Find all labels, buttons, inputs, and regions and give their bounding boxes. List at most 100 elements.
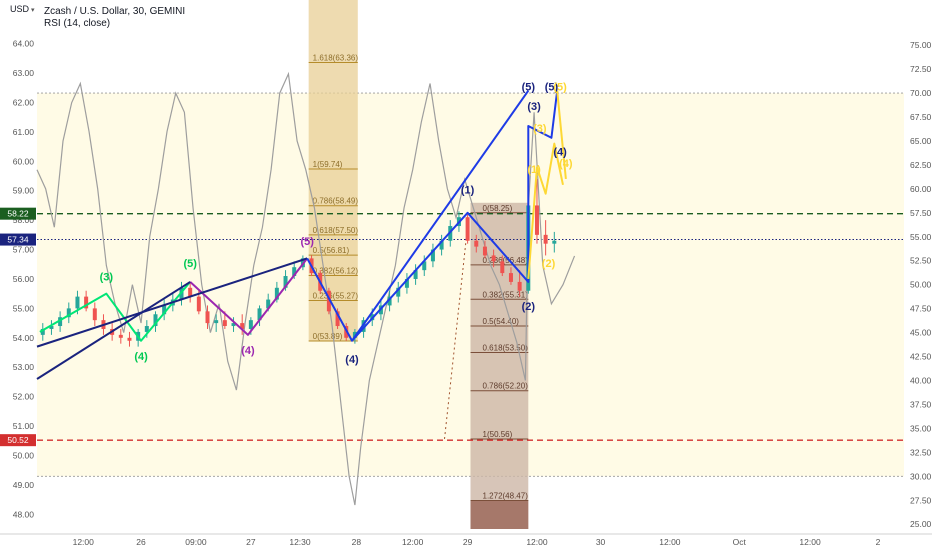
fib-level-label: 0.786(52.20): [483, 382, 529, 391]
candle-body: [127, 337, 132, 341]
elliott-wave-lines: [36, 90, 567, 380]
right-axis-tick: 65.00: [910, 136, 932, 146]
wave-line: [36, 257, 308, 348]
candle: [396, 281, 401, 303]
candle-body: [283, 276, 288, 288]
candle-body: [222, 320, 227, 327]
fib-level-label: 0.5(56.81): [313, 246, 350, 255]
candle: [552, 231, 557, 253]
wave-label: (5): [183, 258, 197, 270]
left-axis-tick: 59.00: [13, 186, 35, 196]
candle-body: [58, 317, 63, 327]
candle-body: [292, 267, 297, 277]
fib-level-label: 0.382(56.12): [313, 266, 359, 275]
wave-label: (2): [522, 301, 536, 313]
right-axis-tick: 30.00: [910, 471, 932, 481]
price-tag-label: 50.52: [7, 435, 29, 445]
left-axis-tick: 53.00: [13, 362, 35, 372]
candle: [543, 220, 548, 256]
candle: [214, 314, 219, 332]
left-axis-tick: 50.00: [13, 450, 35, 460]
wave-label: (5): [545, 82, 559, 94]
wave-label: (3): [533, 123, 547, 135]
fib-level-label: 1.618(63.36): [313, 53, 359, 62]
left-axis-tick: 48.00: [13, 509, 35, 519]
candle: [205, 305, 210, 329]
fib-level-label: 0(53.89): [313, 332, 343, 341]
candle: [92, 302, 97, 327]
candle-body: [196, 296, 201, 312]
left-axis-tick: 63.00: [13, 68, 35, 78]
candle-body: [439, 240, 444, 250]
fib-level-label: 0.5(54.40): [483, 317, 520, 326]
wave-label: (2): [542, 258, 556, 270]
candle: [118, 328, 123, 344]
candle-body: [240, 323, 245, 329]
left-axis-tick: 52.00: [13, 392, 35, 402]
right-axis-tick: 47.50: [910, 304, 932, 314]
candle-body: [422, 261, 427, 271]
candle-body: [534, 205, 539, 235]
candle-body: [188, 287, 193, 297]
candle-body: [92, 308, 97, 321]
x-axis-tick: 12:00: [526, 537, 548, 547]
candle: [404, 273, 409, 294]
right-axis-tick: 75.00: [910, 40, 932, 50]
price-tag-label: 58.22: [7, 209, 29, 219]
candle-body: [84, 296, 89, 309]
fib-level-label: 1(59.74): [313, 160, 343, 169]
left-axis-tick: 61.00: [13, 127, 35, 137]
wave-label: (3): [100, 271, 114, 283]
left-axis-tick: 62.00: [13, 97, 35, 107]
price-tag-box: [0, 434, 36, 447]
wave-label: (5): [553, 82, 567, 94]
candle: [153, 311, 158, 332]
x-axis-tick: 28: [352, 537, 362, 547]
x-axis-tick: 27: [246, 537, 256, 547]
candle-body: [396, 287, 401, 297]
candle: [257, 305, 262, 327]
unit-badge[interactable]: USD ▾: [10, 4, 35, 14]
wave-line: [556, 90, 567, 180]
wave-line: [39, 281, 191, 342]
right-axis-tick: 52.50: [910, 256, 932, 266]
x-axis-tick: Oct: [733, 537, 747, 547]
fib-zones: 1.618(63.36) 1(59.74) 0.786(58.49) 0.618(57…: [308, 0, 529, 529]
right-axis-tick: 32.50: [910, 447, 932, 457]
wave-label: (4): [241, 345, 255, 357]
right-axis-tick: 45.00: [910, 328, 932, 338]
wave-label: (5): [522, 82, 536, 94]
candle-body: [430, 249, 435, 262]
right-axis-tick: 42.50: [910, 352, 932, 362]
candle-body: [118, 334, 123, 338]
right-axis-tick: 50.00: [910, 280, 932, 290]
candle: [482, 240, 487, 259]
candle-body: [352, 331, 357, 338]
wave-label: (5): [300, 236, 314, 248]
candle-body: [214, 320, 219, 324]
candle: [500, 255, 505, 277]
fib-level-label: 0.786(58.49): [313, 197, 359, 206]
candle-body: [274, 287, 279, 300]
fib-level-label: 0.618(53.50): [483, 344, 529, 353]
candle: [40, 323, 45, 341]
x-axis-tick: 26: [136, 537, 146, 547]
fib-zone-2: [470, 202, 529, 529]
candle: [474, 234, 479, 253]
candle-body: [413, 270, 418, 279]
candle: [387, 290, 392, 312]
fib-level-label: 0.236(56.48): [483, 256, 529, 265]
candle-body: [474, 240, 479, 247]
wave-label: (1): [461, 185, 475, 197]
right-axis-tick: 40.00: [910, 375, 932, 385]
left-axis-tick: 56.00: [13, 274, 35, 284]
right-axis-tick: 60.00: [910, 184, 932, 194]
right-axis-tick: 72.50: [910, 64, 932, 74]
x-axis-tick: 12:00: [73, 537, 95, 547]
chevron-down-icon: ▾: [31, 7, 35, 14]
wave-line: [527, 142, 564, 280]
candle-body: [266, 299, 271, 309]
left-axis-tick: 60.00: [13, 156, 35, 166]
right-axis-tick: 27.50: [910, 495, 932, 505]
